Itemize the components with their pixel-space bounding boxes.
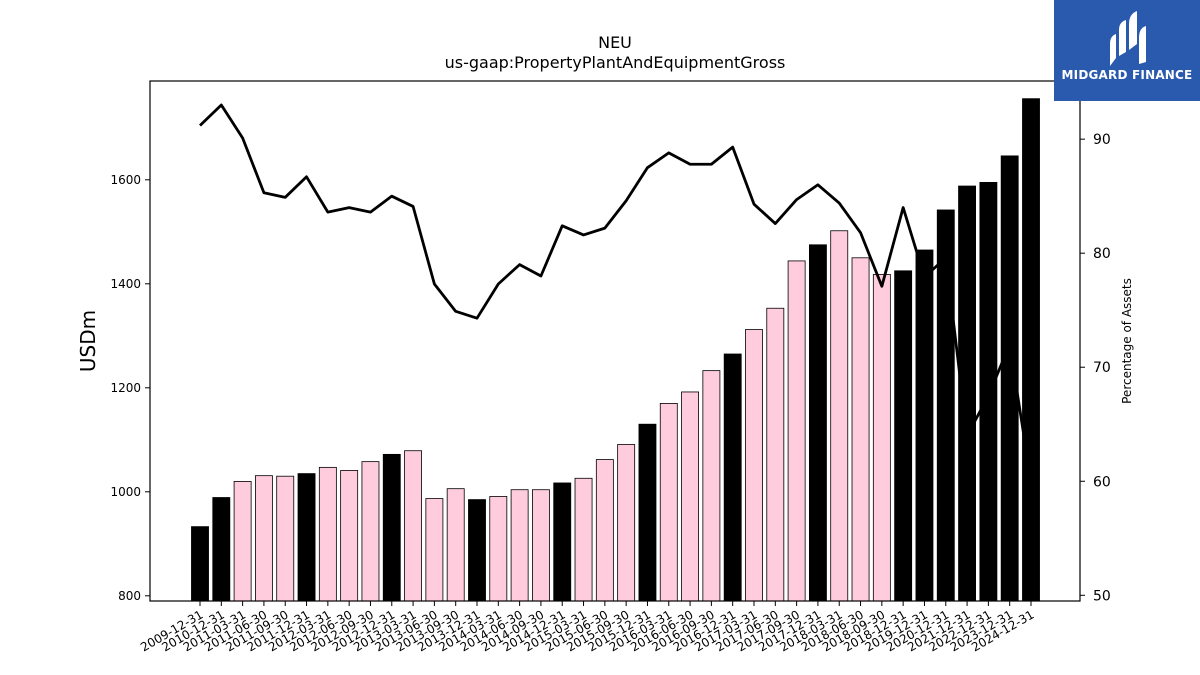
bar-2010-12-31	[212, 497, 231, 602]
bar-2014-06-30	[510, 489, 529, 602]
bar-2013-03-31	[404, 450, 422, 602]
bar-2015-12-31	[638, 423, 657, 602]
bar-2018-03-31	[830, 230, 849, 602]
bar-2015-03-31	[574, 477, 593, 602]
logo-text: MIDGARD FINANCE	[1061, 68, 1193, 82]
chart-title: NEU	[598, 33, 632, 52]
bar-2016-03-31	[659, 402, 678, 602]
bar-2017-09-30	[787, 260, 806, 602]
y-axis-label: USDm	[76, 310, 100, 372]
bar-2015-06-30	[595, 459, 614, 602]
bar-2011-09-30	[276, 475, 295, 602]
bar-2022-12-31	[979, 181, 998, 602]
bar-2016-12-31	[723, 353, 742, 602]
y-tick-label: 1600	[110, 173, 141, 187]
bar-2015-09-30	[617, 444, 636, 602]
bar-2024-12-31	[1022, 98, 1040, 602]
bar-series	[191, 98, 1040, 602]
bar-2012-09-30	[361, 461, 380, 602]
bar-2011-06-30	[254, 475, 273, 602]
bar-2013-09-30	[446, 488, 465, 602]
bar-2016-09-30	[702, 370, 721, 602]
bar-2014-09-30	[532, 489, 550, 602]
bar-2012-03-31	[318, 466, 337, 602]
midgard-finance-logo: MIDGARD FINANCE	[1054, 0, 1200, 101]
bar-2017-06-30	[766, 307, 785, 602]
y-tick-label: 1200	[110, 381, 141, 395]
bar-2017-12-31	[809, 244, 827, 602]
bar-2011-03-31	[233, 480, 252, 602]
x-axis: 2009-12-312010-12-312011-03-312011-06-30…	[138, 601, 1037, 654]
bar-2012-12-31	[382, 453, 401, 602]
y2-tick-label: 60	[1093, 474, 1111, 490]
bar-2019-12-31	[915, 249, 934, 602]
midgard-logo-mark-icon	[1110, 11, 1146, 66]
bar-2013-12-31	[468, 499, 486, 602]
line-series	[199, 103, 1033, 482]
bar-2018-12-31	[894, 270, 913, 602]
bar-2009-12-31	[191, 526, 209, 602]
bar-2014-03-31	[489, 496, 508, 602]
y2-tick-label: 70	[1093, 360, 1111, 376]
y2-tick-label: 90	[1093, 132, 1111, 148]
bar-2016-06-30	[681, 391, 699, 602]
bar-2014-12-31	[553, 482, 572, 602]
y2-axis-label: Percentage of Assets	[1120, 278, 1134, 404]
y2-axis: 50 60 70 80 90	[1080, 132, 1111, 604]
chart-subtitle: us-gaap:PropertyPlantAndEquipmentGross	[445, 53, 786, 72]
percentage-line	[199, 103, 1033, 482]
bar-2013-06-30	[425, 498, 444, 602]
y-tick-label: 800	[118, 589, 141, 603]
y-tick-label: 1000	[110, 485, 141, 499]
bar-2011-12-31	[297, 473, 316, 602]
bar-2018-09-30	[872, 274, 891, 602]
bar-2017-03-31	[745, 329, 763, 602]
y-axis: 800 1000 1200 1400 1600	[110, 173, 150, 603]
y2-tick-label: 80	[1093, 246, 1111, 262]
bar-2012-06-30	[340, 470, 359, 602]
bar-2018-06-30	[851, 257, 870, 602]
y2-tick-label: 50	[1093, 588, 1111, 604]
plot-frame	[149, 80, 1081, 602]
y-tick-label: 1400	[110, 277, 141, 291]
